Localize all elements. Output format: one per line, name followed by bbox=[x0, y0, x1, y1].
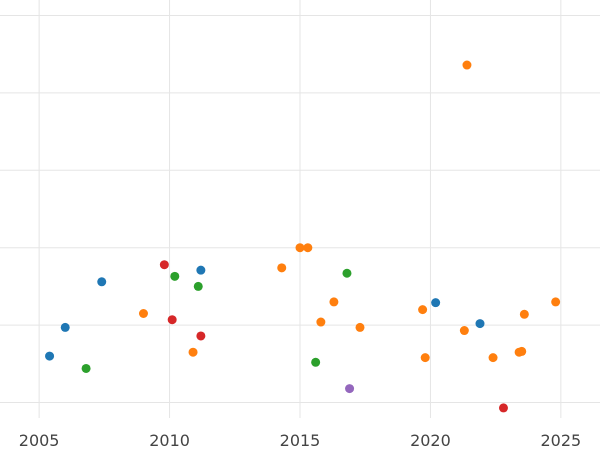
data-point bbox=[355, 322, 365, 332]
data-point bbox=[418, 305, 428, 315]
data-point bbox=[431, 298, 441, 308]
x-tick-label: 2020 bbox=[410, 431, 451, 450]
data-point bbox=[517, 346, 527, 356]
x-tick-labels: 2005 2010 2015 2020 2025 bbox=[19, 431, 581, 450]
data-point bbox=[45, 351, 55, 361]
grid-lines bbox=[0, 0, 600, 418]
data-point bbox=[196, 265, 206, 275]
data-point bbox=[60, 322, 70, 332]
data-point bbox=[342, 268, 352, 278]
data-point bbox=[488, 353, 498, 363]
x-tick-label: 2005 bbox=[19, 431, 60, 450]
data-point bbox=[97, 277, 107, 287]
data-point bbox=[345, 384, 355, 394]
data-point bbox=[196, 331, 206, 341]
data-point bbox=[295, 243, 305, 253]
data-point bbox=[459, 326, 469, 336]
data-point bbox=[170, 271, 180, 281]
data-point bbox=[316, 317, 326, 327]
data-point bbox=[551, 297, 561, 307]
data-point bbox=[193, 281, 203, 291]
data-point bbox=[303, 243, 313, 253]
data-point bbox=[519, 309, 529, 319]
data-point bbox=[188, 347, 198, 357]
data-point bbox=[81, 363, 91, 373]
x-tick-label: 2025 bbox=[541, 431, 582, 450]
data-point bbox=[167, 315, 177, 325]
data-point bbox=[311, 357, 321, 367]
data-point bbox=[462, 60, 472, 70]
data-point bbox=[138, 309, 148, 318]
data-point bbox=[329, 297, 339, 307]
data-point bbox=[277, 263, 287, 273]
data-point bbox=[498, 403, 508, 413]
x-tick-label: 2010 bbox=[149, 431, 190, 450]
data-points bbox=[45, 60, 561, 413]
x-tick-label: 2015 bbox=[280, 431, 321, 450]
data-point bbox=[420, 353, 430, 363]
data-point bbox=[159, 260, 169, 270]
data-point bbox=[475, 319, 485, 329]
